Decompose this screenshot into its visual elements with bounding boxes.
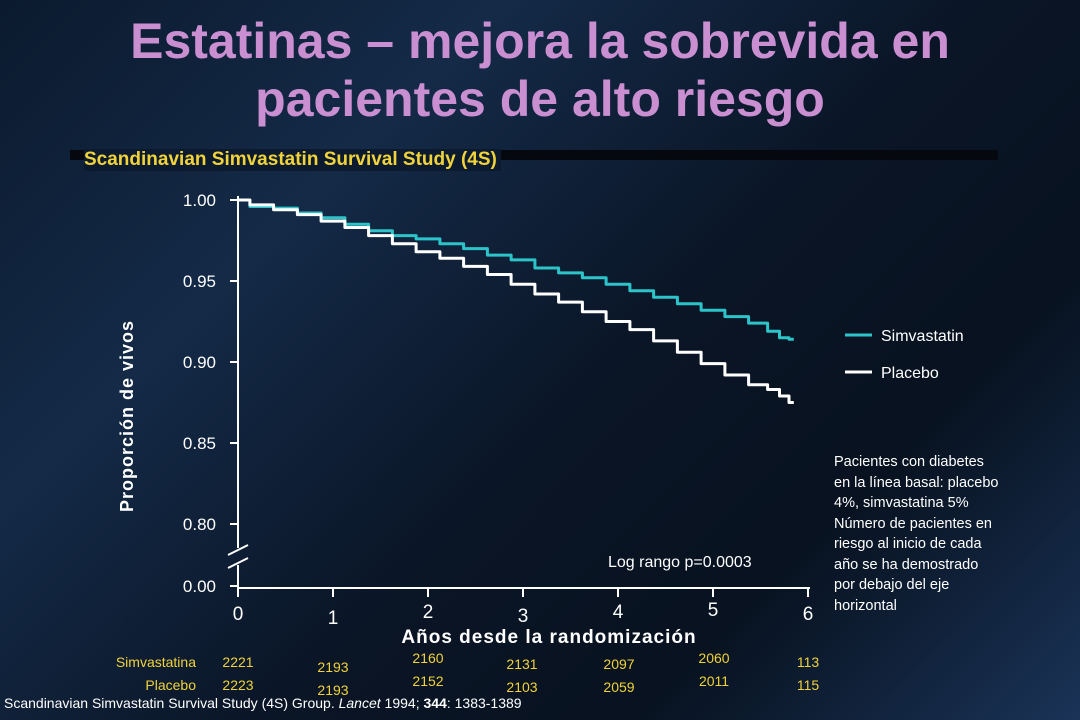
x-tick-label: 5 <box>708 600 719 621</box>
x-tick-label: 4 <box>613 602 624 623</box>
at-risk-value: 2011 <box>699 673 729 689</box>
y-tick-label: 0.90 <box>183 353 216 372</box>
y-tick-label: 0.95 <box>183 272 216 291</box>
y-tick-label: 0.80 <box>183 515 216 534</box>
diabetes-note: Pacientes con diabetes en la línea basal:… <box>834 452 1064 616</box>
y-axis-label: Proporción de vivos <box>117 320 137 512</box>
citation-volume: 344 <box>423 695 447 711</box>
title-line-2: pacientes de alto riesgo <box>255 71 825 127</box>
axis-break-mark <box>227 557 249 569</box>
y-tick-label: 0.85 <box>183 434 216 453</box>
y-tick-label: 1.00 <box>183 191 216 210</box>
at-risk-value: 2160 <box>412 650 443 666</box>
page-title: Estatinas – mejora la sobrevida en pacie… <box>0 12 1080 128</box>
x-axis-label: Años desde la randomización <box>401 627 696 648</box>
at-risk-value: 2060 <box>698 650 729 666</box>
at-risk-value: 2131 <box>506 656 537 672</box>
y-tick-label: 0.00 <box>183 577 216 596</box>
x-tick-label: 3 <box>518 606 529 627</box>
citation-year: 1994; <box>380 695 424 711</box>
citation-pages: : 1383-1389 <box>446 695 522 711</box>
legend-label-placebo: Placebo <box>881 365 939 382</box>
chart-series <box>238 198 794 404</box>
at-risk-value: 2193 <box>317 682 348 698</box>
note-line: por debajo del eje <box>834 577 950 593</box>
log-rank-annotation: Log rango p=0.0003 <box>608 554 752 571</box>
note-line: horizontal <box>834 597 897 614</box>
x-tick-label: 2 <box>423 602 434 623</box>
at-risk-table: Simvastatina 2221 2193 2160 2131 2097 2060 113 P… <box>116 650 820 698</box>
note-line: riesgo al inicio de cada <box>834 536 982 552</box>
at-risk-value: 2221 <box>222 654 253 670</box>
citation-prefix: Scandinavian Simvastatin Survival Study … <box>4 695 339 711</box>
citation: Scandinavian Simvastatin Survival Study … <box>4 695 522 711</box>
at-risk-value: 2193 <box>317 659 348 675</box>
x-tick-label: 6 <box>803 604 814 625</box>
note-line: en la línea basal: placebo <box>834 474 999 491</box>
note-line: 4%, simvastatina 5% <box>834 495 969 511</box>
series-line-placebo <box>238 198 794 404</box>
at-risk-value: 2223 <box>222 677 253 693</box>
title-line-1: Estatinas – mejora la sobrevida en <box>130 13 950 69</box>
subtitle-bar <box>70 150 998 160</box>
note-line: Número de pacientes en <box>834 515 992 532</box>
citation-journal: Lancet <box>338 695 381 711</box>
at-risk-value: 2097 <box>603 656 634 672</box>
at-risk-value: 115 <box>797 677 820 693</box>
legend-label-simvastatin: Simvastatin <box>881 328 964 345</box>
at-risk-value: 2103 <box>506 679 537 695</box>
at-risk-label-placebo: Placebo <box>145 677 196 693</box>
note-line: año se ha demostrado <box>834 556 979 573</box>
at-risk-value: 2059 <box>603 679 634 695</box>
chart-legend: Simvastatin Placebo <box>845 328 964 382</box>
at-risk-value: 113 <box>797 654 820 670</box>
note-line: Pacientes con diabetes <box>834 454 984 470</box>
at-risk-label-simvastatina: Simvastatina <box>116 654 196 670</box>
chart-subtitle: Scandinavian Simvastatin Survival Study … <box>84 149 501 171</box>
at-risk-value: 2152 <box>412 673 443 689</box>
x-tick-label: 1 <box>328 608 339 629</box>
series-line-simvastatin <box>238 198 794 341</box>
x-tick-label: 0 <box>233 604 244 625</box>
chart-axes: 1.00 0.95 0.90 0.85 0.80 0.00 0 1 2 3 4 5 6 Proporció… <box>117 191 813 648</box>
axis-break-mark <box>227 544 249 556</box>
